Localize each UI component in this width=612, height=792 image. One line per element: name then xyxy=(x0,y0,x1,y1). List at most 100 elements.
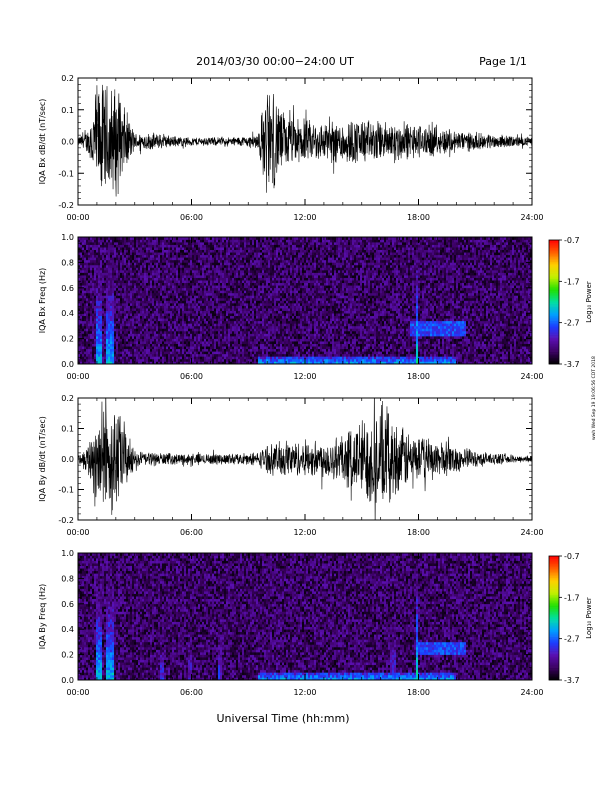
heatmap-cell xyxy=(242,270,245,273)
heatmap-cell xyxy=(166,348,169,352)
heatmap-cell xyxy=(250,247,253,250)
heatmap-cell xyxy=(196,318,199,322)
heatmap-cell xyxy=(218,270,221,273)
heatmap-cell xyxy=(208,275,211,278)
heatmap-cell xyxy=(166,290,169,294)
heatmap-cell xyxy=(258,270,261,273)
heatmap-cell xyxy=(238,262,241,266)
heatmap-cell xyxy=(126,361,129,365)
heatmap-cell xyxy=(174,264,177,268)
heatmap-cell xyxy=(118,257,121,261)
heatmap-cell xyxy=(110,270,113,273)
heatmap-cell xyxy=(250,272,253,276)
y-tick-label: 0.2 xyxy=(61,74,74,83)
heatmap-cell xyxy=(126,262,129,266)
heatmap-cell xyxy=(244,249,247,253)
heatmap-cell xyxy=(112,361,115,365)
heatmap-cell xyxy=(114,318,117,322)
heatmap-cell xyxy=(206,343,209,347)
heatmap-cell xyxy=(238,333,241,337)
heatmap-cell xyxy=(252,361,255,365)
heatmap-cell xyxy=(242,272,245,276)
heatmap-cell xyxy=(146,341,149,344)
heatmap-cell xyxy=(116,361,119,365)
heatmap-cell xyxy=(106,330,109,334)
heatmap-cell xyxy=(240,282,243,286)
heatmap-cell xyxy=(214,328,217,332)
heatmap-cell xyxy=(138,247,141,250)
heatmap-cell xyxy=(256,272,259,276)
heatmap-cell xyxy=(128,292,131,296)
heatmap-cell xyxy=(204,348,207,352)
heatmap-cell xyxy=(238,310,241,314)
heatmap-cell xyxy=(100,356,103,360)
heatmap-cell xyxy=(114,346,117,350)
heatmap-cell xyxy=(78,333,81,337)
heatmap-cell xyxy=(188,252,191,256)
heatmap-cell xyxy=(216,346,219,350)
heatmap-cell xyxy=(236,272,239,276)
heatmap-cell xyxy=(100,358,103,362)
heatmap-cell xyxy=(90,320,93,324)
heatmap-cell xyxy=(146,330,149,334)
heatmap-cell xyxy=(244,308,247,311)
heatmap-cell xyxy=(100,239,103,243)
heatmap-cell xyxy=(92,239,95,243)
heatmap-cell xyxy=(98,287,101,291)
heatmap-cell xyxy=(174,325,177,329)
heatmap-cell xyxy=(122,310,125,314)
heatmap-cell xyxy=(128,323,131,327)
heatmap-cell xyxy=(116,313,119,317)
heatmap-cell xyxy=(236,247,239,250)
heatmap-cell xyxy=(196,267,199,271)
heatmap-cell xyxy=(196,287,199,291)
heatmap-cell xyxy=(202,247,205,250)
heatmap-cell xyxy=(106,323,109,327)
heatmap-cell xyxy=(172,315,175,319)
heatmap-cell xyxy=(98,237,101,240)
heatmap-cell xyxy=(220,277,223,281)
heatmap-cell xyxy=(94,305,97,309)
heatmap-cell xyxy=(116,285,119,289)
heatmap-cell xyxy=(248,275,251,278)
heatmap-cell xyxy=(230,297,233,301)
heatmap-cell xyxy=(178,259,181,263)
heatmap-cell xyxy=(268,310,271,314)
heatmap-cell xyxy=(84,282,87,286)
heatmap-cell xyxy=(148,297,151,301)
heatmap-cell xyxy=(136,358,139,362)
heatmap-cell xyxy=(156,272,159,276)
heatmap-cell xyxy=(232,252,235,256)
heatmap-cell xyxy=(132,330,135,334)
heatmap-cell xyxy=(134,297,137,301)
heatmap-cell xyxy=(130,252,133,256)
heatmap-cell xyxy=(188,280,191,284)
heatmap-cell xyxy=(142,259,145,263)
heatmap-cell xyxy=(124,338,127,342)
heatmap-cell xyxy=(138,328,141,332)
heatmap-cell xyxy=(128,305,131,309)
heatmap-cell xyxy=(168,325,171,329)
heatmap-cell xyxy=(140,341,143,344)
heatmap-cell xyxy=(272,333,275,337)
heatmap-cell xyxy=(180,303,183,306)
heatmap-cell xyxy=(238,275,241,278)
heatmap-cell xyxy=(114,239,117,243)
heatmap-cell xyxy=(142,247,145,250)
heatmap-cell xyxy=(260,292,263,296)
heatmap-cell xyxy=(260,272,263,276)
heatmap-cell xyxy=(80,300,83,304)
heatmap-cell xyxy=(248,325,251,329)
heatmap-cell xyxy=(96,338,99,342)
heatmap-cell xyxy=(190,292,193,296)
heatmap-cell xyxy=(112,264,115,268)
heatmap-cell xyxy=(128,303,131,306)
heatmap-cell xyxy=(160,249,163,253)
heatmap-cell xyxy=(104,351,107,355)
heatmap-cell xyxy=(176,346,179,350)
heatmap-cell xyxy=(222,270,225,273)
heatmap-cell xyxy=(136,343,139,347)
heatmap-cell xyxy=(212,254,215,258)
heatmap-cell xyxy=(126,330,129,334)
heatmap-cell xyxy=(82,351,85,355)
